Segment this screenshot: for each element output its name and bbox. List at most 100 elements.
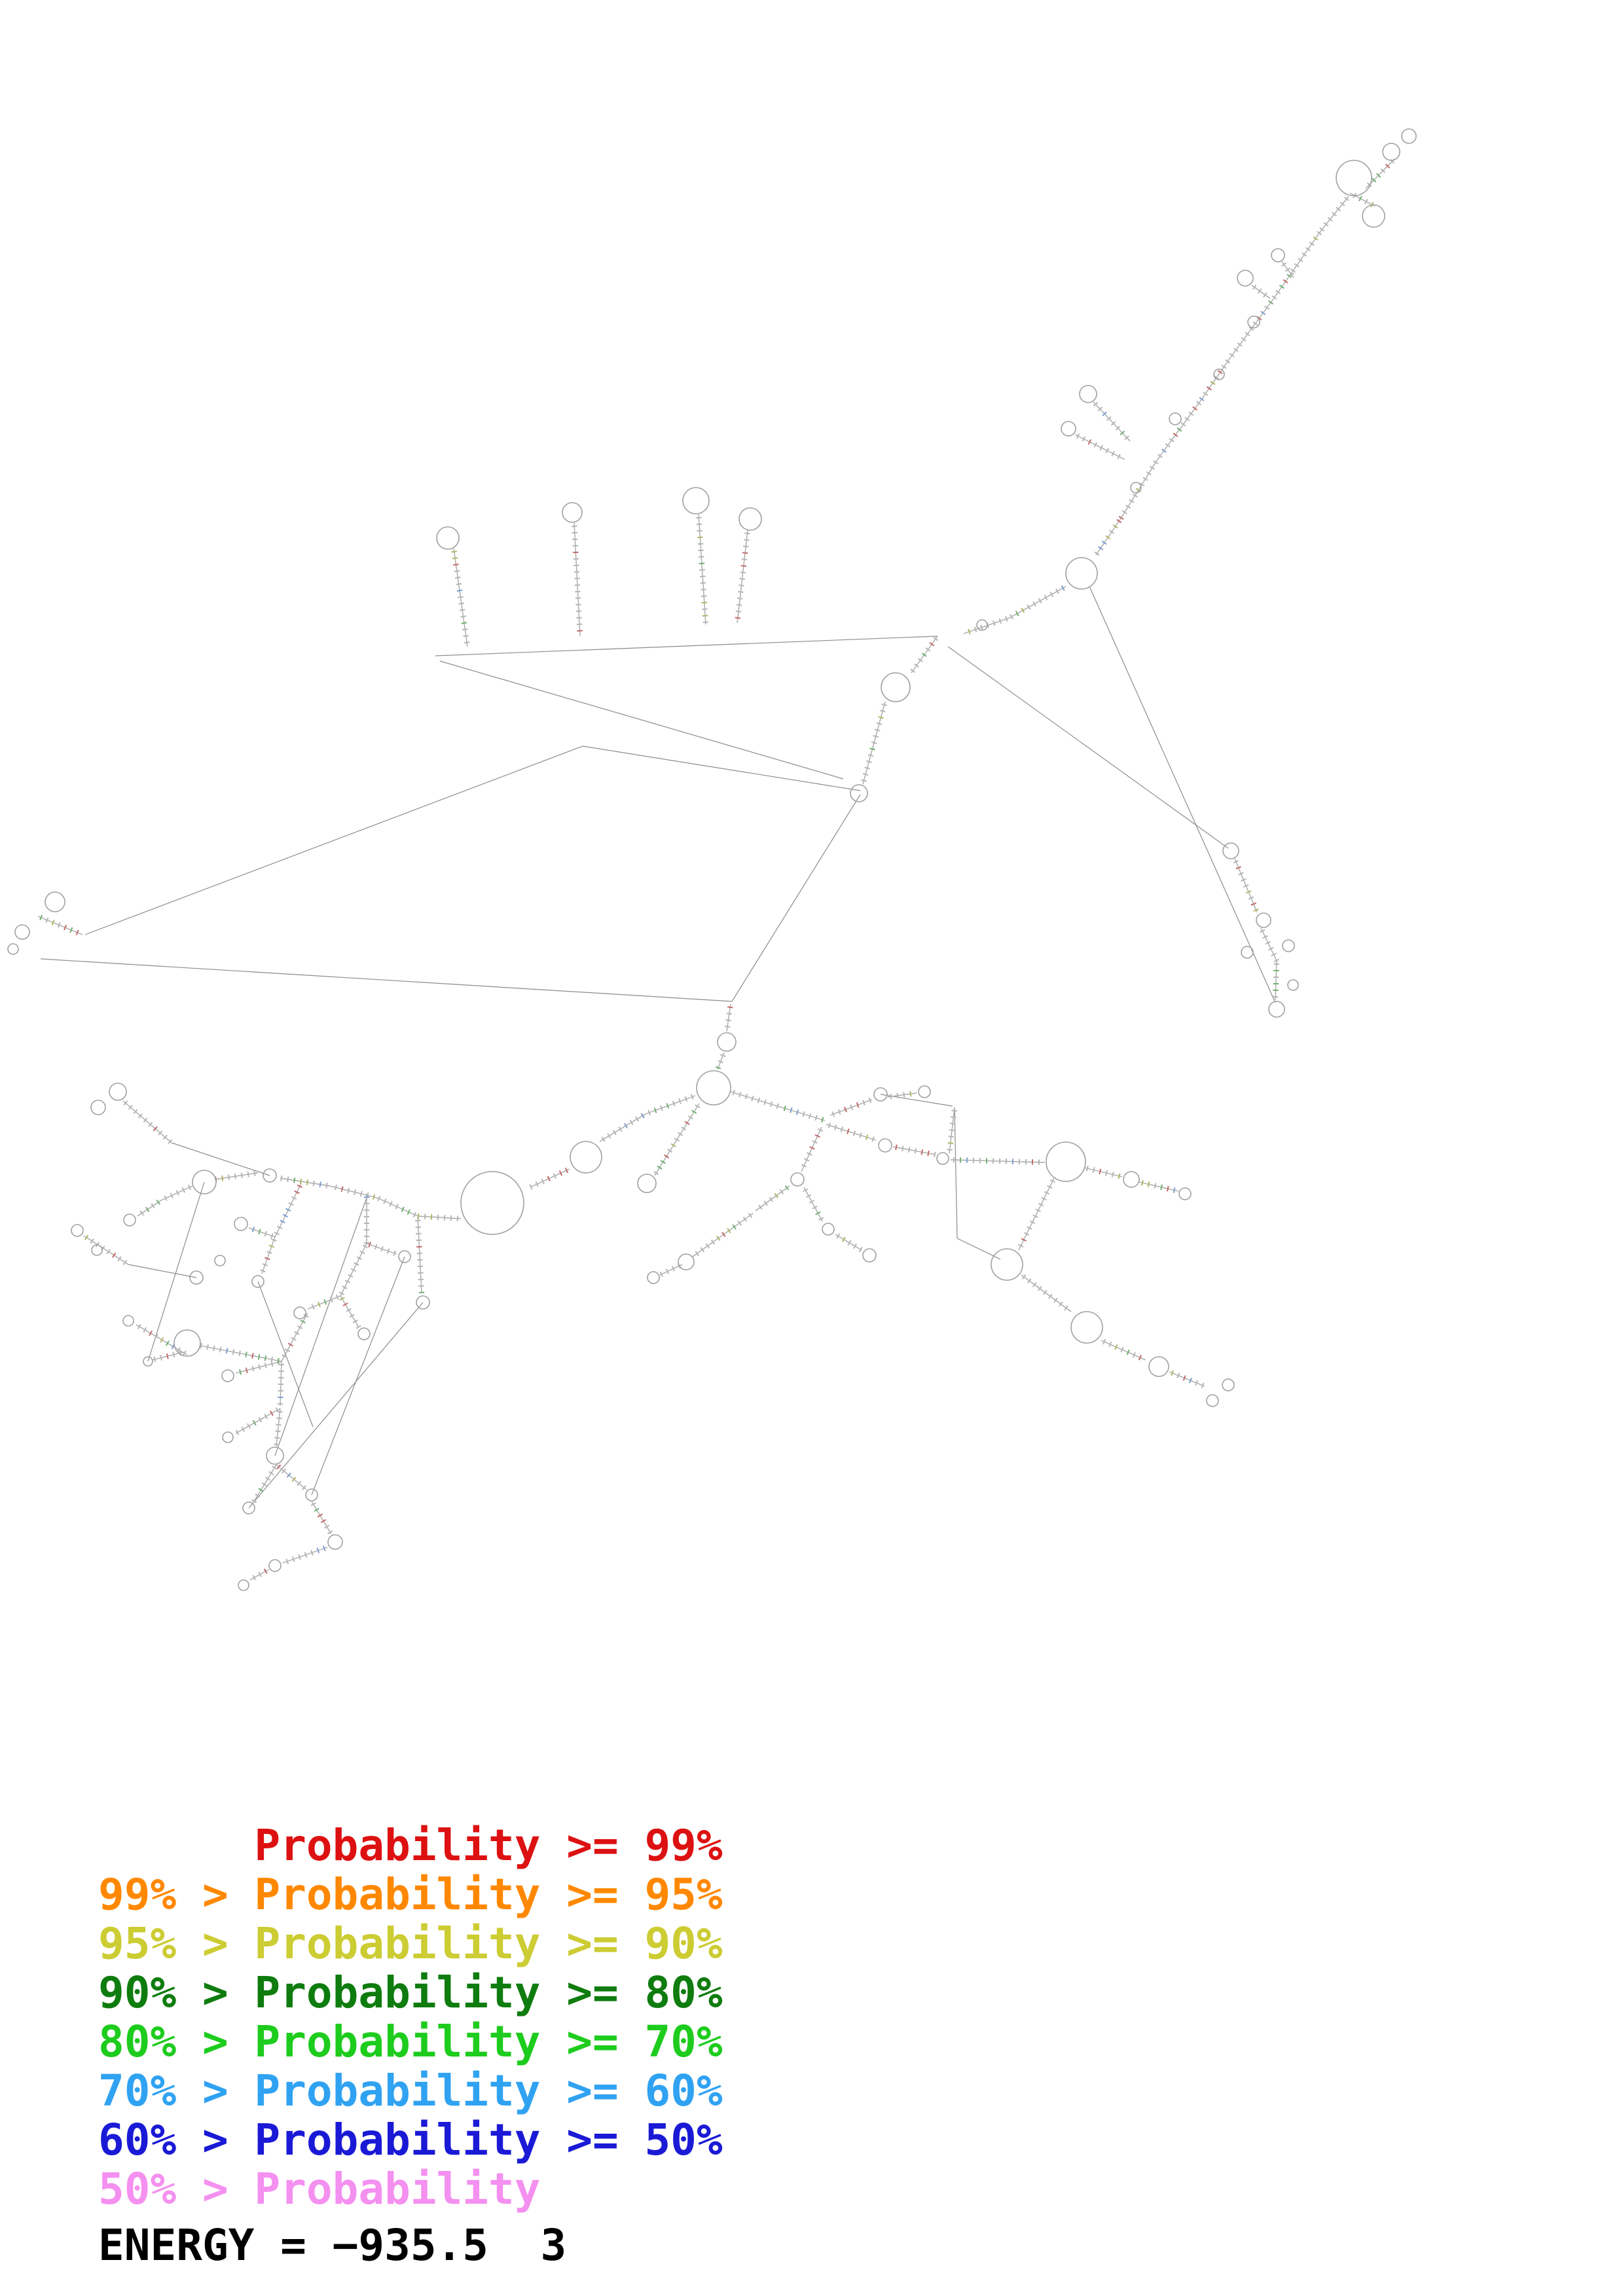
loop-circle [1222, 1378, 1235, 1391]
basepair-tick [1105, 535, 1111, 540]
basepair-tick [264, 1414, 268, 1420]
basepair-tick [106, 1249, 111, 1255]
basepair-tick [1221, 365, 1227, 369]
basepair-tick [1271, 295, 1277, 300]
legend-entry: 60% > Probability >= 50% [98, 2115, 723, 2165]
connector-line [248, 1302, 424, 1509]
basepair-tick [1199, 397, 1205, 402]
basepair-tick [225, 1348, 228, 1354]
basepair-tick [200, 1342, 203, 1349]
basepair-tick [1042, 1289, 1048, 1295]
basepair-tick [695, 1104, 701, 1109]
helix-backbone [122, 1100, 172, 1143]
basepair-tick [160, 1355, 163, 1361]
helix-backbone [692, 1213, 754, 1257]
connector-line [128, 1264, 197, 1278]
basepair-tick [133, 1109, 138, 1115]
connector-lines [40, 586, 1276, 1509]
basepair-tick [1281, 262, 1286, 267]
basepair-tick [1021, 1274, 1027, 1280]
basepair-tick [143, 1117, 148, 1123]
helix-backbone [276, 1464, 307, 1490]
basepair-tick [1253, 908, 1259, 912]
basepair-tick [1267, 946, 1274, 951]
basepair-tick [701, 601, 708, 603]
basepair-tick [1106, 416, 1112, 422]
basepair-tick [269, 1410, 274, 1416]
basepair-tick [858, 1247, 863, 1253]
basepair-tick [344, 1280, 351, 1283]
loop-circle [850, 784, 868, 802]
basepair-tick [1061, 585, 1065, 591]
basepair-tick [934, 1151, 936, 1158]
loop-circle [1046, 1141, 1086, 1182]
basepair-tick [1160, 1184, 1163, 1191]
basepair-tick [257, 1354, 261, 1360]
basepair-tick [1055, 588, 1059, 594]
loop-circle [1123, 1171, 1140, 1188]
basepair-tick [235, 1429, 240, 1435]
basepair-tick [1093, 442, 1098, 448]
helix-backbone [963, 617, 1010, 634]
basepair-tick [266, 1251, 272, 1254]
basepair-tick [276, 1225, 283, 1230]
basepair-tick [251, 1365, 255, 1372]
basepair-tick [998, 618, 1002, 624]
basepair-tick [232, 1349, 235, 1355]
basepair-tick [696, 523, 702, 526]
basepair-tick [774, 1193, 779, 1198]
loop-circle [936, 1152, 949, 1165]
basepair-tick [139, 1210, 145, 1216]
loop-circle [1061, 421, 1076, 437]
basepair-tick [51, 920, 55, 925]
basepair-tick [1041, 1196, 1047, 1201]
basepair-tick [1076, 433, 1080, 439]
helix-backbone [826, 1124, 877, 1141]
basepair-tick [453, 564, 459, 566]
loop-circle [696, 1070, 731, 1105]
basepair-tick [744, 539, 750, 541]
basepair-tick [564, 1167, 569, 1174]
helix-backbone [83, 1235, 129, 1265]
basepair-tick [64, 924, 67, 931]
basepair-tick [1248, 896, 1254, 900]
basepair-tick [1032, 601, 1036, 607]
basepair-tick [541, 1178, 545, 1185]
basepair-tick [294, 1190, 300, 1194]
helix-backbone [1074, 434, 1125, 460]
basepair-tick [393, 1250, 396, 1257]
basepair-tick [264, 1362, 267, 1369]
basepair-tick [316, 1547, 320, 1554]
basepair-tick [735, 610, 742, 613]
basepair-tick [896, 1092, 899, 1099]
basepair-tick [671, 1266, 676, 1272]
basepair-tick [1279, 284, 1285, 289]
basepair-ticks [39, 158, 1395, 1581]
basepair-tick [329, 1297, 333, 1302]
loop-circle [122, 1315, 134, 1327]
connector-line [435, 636, 938, 656]
basepair-tick [817, 1128, 824, 1132]
basepair-tick [293, 1177, 296, 1183]
basepair-tick [670, 1143, 676, 1147]
loop-circle [214, 1255, 226, 1266]
basepair-tick [264, 1355, 267, 1361]
basepair-tick [758, 1204, 763, 1210]
basepair-tick [850, 1104, 854, 1110]
basepair-tick [282, 1354, 287, 1358]
basepair-tick [1111, 1172, 1114, 1177]
basepair-tick [737, 597, 743, 600]
basepair-tick [1132, 493, 1138, 498]
basepair-tick [314, 1507, 319, 1512]
basepair-tick [695, 1251, 699, 1257]
loop-circle [1382, 143, 1400, 161]
basepair-tick [245, 1367, 248, 1374]
basepair-tick [1111, 450, 1115, 457]
basepair-tick [1139, 482, 1145, 487]
loop-circle [143, 1356, 153, 1367]
basepair-tick [1359, 196, 1362, 202]
connector-line [40, 958, 733, 1002]
helix-backbone [530, 1168, 570, 1188]
loop-circle [1222, 842, 1239, 859]
loop-circle [460, 1171, 524, 1235]
